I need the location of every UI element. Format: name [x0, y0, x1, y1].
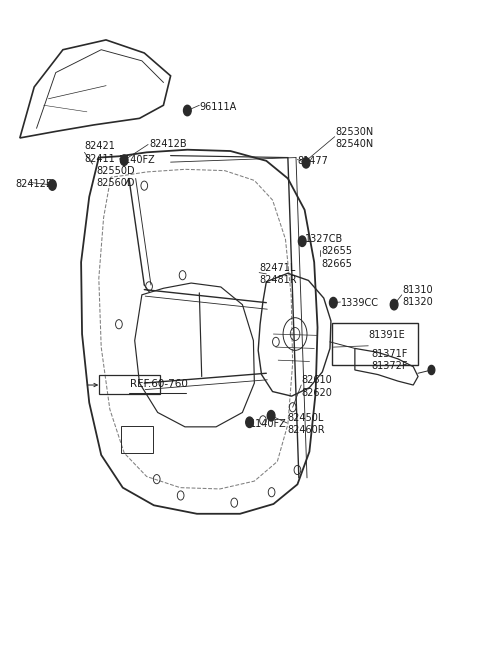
Text: 1327CB: 1327CB: [305, 234, 343, 244]
Circle shape: [428, 365, 435, 375]
Text: 82450L
82460R: 82450L 82460R: [287, 413, 324, 436]
Text: 82530N
82540N: 82530N 82540N: [336, 127, 374, 149]
Text: 82471L
82481R: 82471L 82481R: [259, 263, 297, 285]
Text: 81310
81320: 81310 81320: [403, 285, 433, 307]
Circle shape: [302, 158, 310, 168]
Text: 81371F
81372F: 81371F 81372F: [372, 349, 408, 371]
Circle shape: [183, 105, 191, 116]
Circle shape: [267, 411, 275, 421]
Text: 82655
82665: 82655 82665: [322, 246, 352, 269]
Text: 1140FZ: 1140FZ: [250, 419, 287, 429]
Text: 96111A: 96111A: [199, 102, 237, 111]
Text: REF.60-760: REF.60-760: [130, 379, 188, 389]
Text: 1140FZ: 1140FZ: [120, 155, 156, 165]
Text: 82412B: 82412B: [15, 179, 53, 189]
Circle shape: [48, 179, 56, 190]
Text: 1339CC: 1339CC: [340, 298, 379, 309]
Circle shape: [246, 417, 253, 428]
Circle shape: [299, 236, 306, 246]
Text: 81477: 81477: [298, 156, 328, 166]
Text: 81391E: 81391E: [368, 330, 405, 341]
Circle shape: [120, 155, 128, 166]
Circle shape: [390, 299, 398, 310]
Text: 82610
82620: 82610 82620: [301, 375, 332, 398]
Text: 82412B: 82412B: [149, 140, 187, 149]
Text: 82550D
82560D: 82550D 82560D: [96, 166, 135, 189]
Text: 82421
82411: 82421 82411: [84, 141, 115, 164]
Circle shape: [329, 297, 337, 308]
